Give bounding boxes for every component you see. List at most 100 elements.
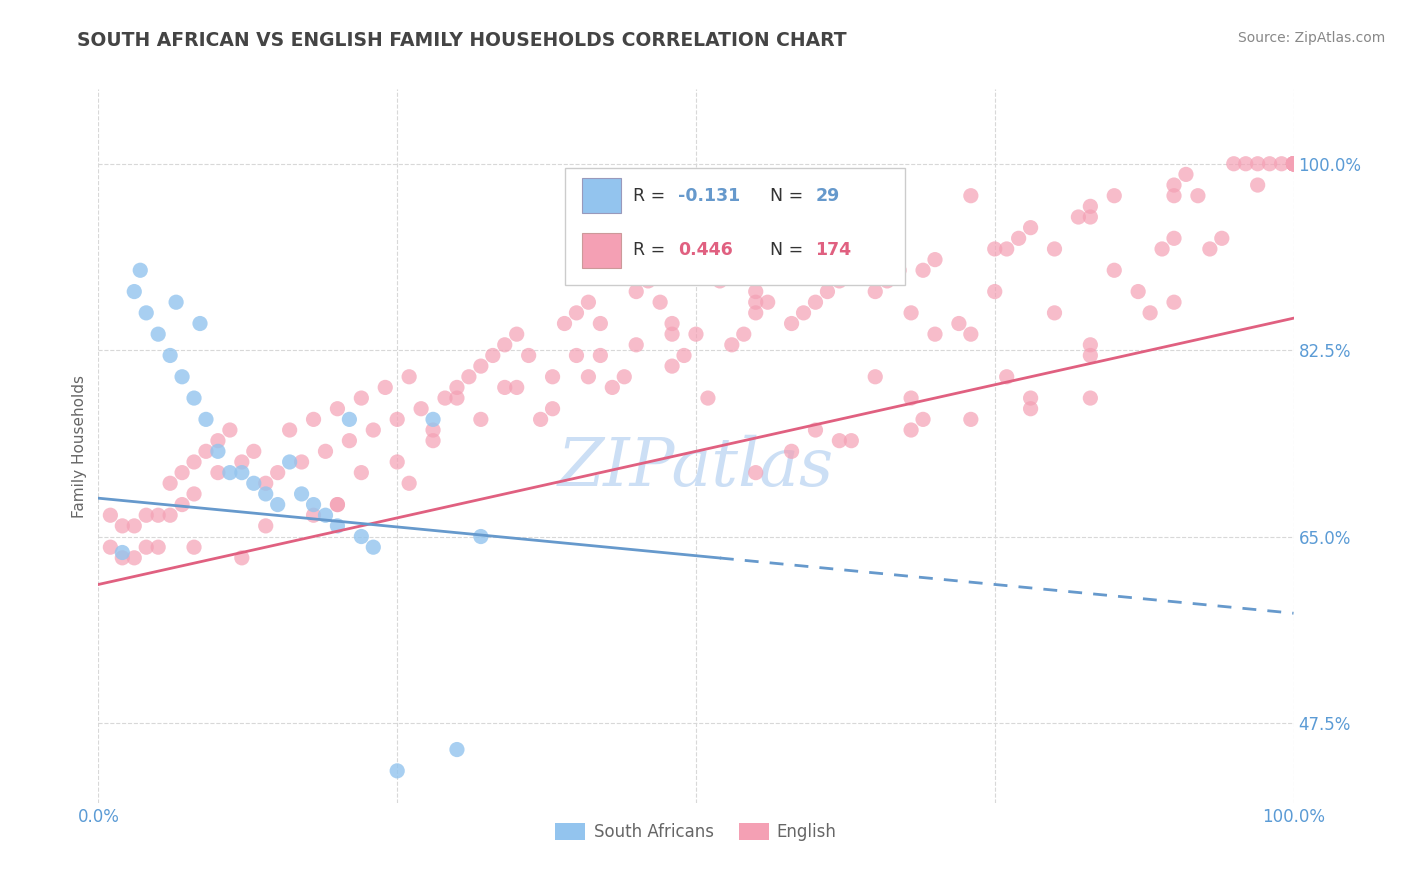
Point xyxy=(745,295,768,310)
Point xyxy=(291,487,314,501)
Point xyxy=(780,444,803,458)
Point xyxy=(745,242,768,256)
Point xyxy=(148,508,170,523)
Point xyxy=(995,369,1018,384)
Point xyxy=(494,380,516,394)
Point xyxy=(207,434,229,448)
Point xyxy=(172,498,194,512)
Point xyxy=(900,306,922,320)
Point xyxy=(315,444,337,458)
Point xyxy=(793,306,815,320)
Point xyxy=(1043,242,1066,256)
Point xyxy=(768,252,790,267)
Point xyxy=(385,455,409,469)
Text: 29: 29 xyxy=(815,186,839,204)
Point xyxy=(709,274,731,288)
Point xyxy=(1008,231,1031,245)
Point xyxy=(1104,263,1126,277)
Point xyxy=(1139,306,1161,320)
Point xyxy=(1080,391,1102,405)
Point xyxy=(648,295,672,310)
Point xyxy=(1043,306,1066,320)
Point xyxy=(637,274,659,288)
Point xyxy=(517,349,540,363)
Point xyxy=(1282,157,1305,171)
Point xyxy=(1163,188,1185,202)
Point xyxy=(267,466,290,480)
Point xyxy=(326,519,349,533)
Point xyxy=(254,487,277,501)
Point xyxy=(385,412,409,426)
Point xyxy=(1282,157,1305,171)
Point xyxy=(148,327,170,342)
Point xyxy=(804,295,827,310)
Point xyxy=(291,455,314,469)
Point xyxy=(159,476,181,491)
Point xyxy=(1282,157,1305,171)
Point xyxy=(111,550,134,565)
Point xyxy=(159,349,181,363)
Point xyxy=(363,423,385,437)
Point xyxy=(1282,157,1305,171)
Point xyxy=(984,285,1007,299)
Point xyxy=(1211,231,1233,245)
Point xyxy=(434,391,457,405)
Point xyxy=(541,401,564,416)
Point xyxy=(385,764,409,778)
Point xyxy=(1199,242,1222,256)
Point xyxy=(458,369,481,384)
Point xyxy=(1019,220,1042,235)
Point xyxy=(828,274,851,288)
Point xyxy=(1019,391,1042,405)
Point xyxy=(231,455,253,469)
Point xyxy=(339,412,361,426)
Point xyxy=(302,498,325,512)
Point xyxy=(446,742,468,756)
Point xyxy=(124,550,146,565)
Point xyxy=(278,455,301,469)
Point xyxy=(745,466,768,480)
Point xyxy=(1163,178,1185,192)
Point xyxy=(188,317,211,331)
Point xyxy=(661,359,683,373)
Point xyxy=(960,188,983,202)
Point xyxy=(1080,199,1102,213)
Text: SOUTH AFRICAN VS ENGLISH FAMILY HOUSEHOLDS CORRELATION CHART: SOUTH AFRICAN VS ENGLISH FAMILY HOUSEHOL… xyxy=(77,31,846,50)
Legend: South Africans, English: South Africans, English xyxy=(548,816,844,848)
Point xyxy=(231,466,253,480)
FancyBboxPatch shape xyxy=(565,168,905,285)
Point xyxy=(1247,157,1270,171)
Point xyxy=(1163,231,1185,245)
Point xyxy=(165,295,187,310)
Point xyxy=(506,380,529,394)
Point xyxy=(852,242,875,256)
Point xyxy=(841,434,863,448)
Point xyxy=(673,349,696,363)
Point xyxy=(135,306,157,320)
Point xyxy=(172,369,194,384)
Point xyxy=(1080,338,1102,352)
Y-axis label: Family Households: Family Households xyxy=(72,375,87,517)
Point xyxy=(1175,168,1198,182)
Point xyxy=(494,338,516,352)
Point xyxy=(111,545,134,559)
Point xyxy=(446,380,468,394)
Point xyxy=(124,519,146,533)
Point xyxy=(481,349,505,363)
Point xyxy=(470,529,492,543)
Point xyxy=(1067,210,1090,224)
Point xyxy=(148,540,170,554)
Point xyxy=(530,412,553,426)
Point xyxy=(1080,349,1102,363)
Point xyxy=(422,434,444,448)
Point xyxy=(159,508,181,523)
Point xyxy=(661,317,683,331)
Point xyxy=(721,338,744,352)
Point xyxy=(756,295,779,310)
Point xyxy=(195,444,218,458)
Point xyxy=(470,412,492,426)
Point xyxy=(733,327,755,342)
Point xyxy=(1282,157,1305,171)
Point xyxy=(541,369,564,384)
Point xyxy=(589,317,612,331)
